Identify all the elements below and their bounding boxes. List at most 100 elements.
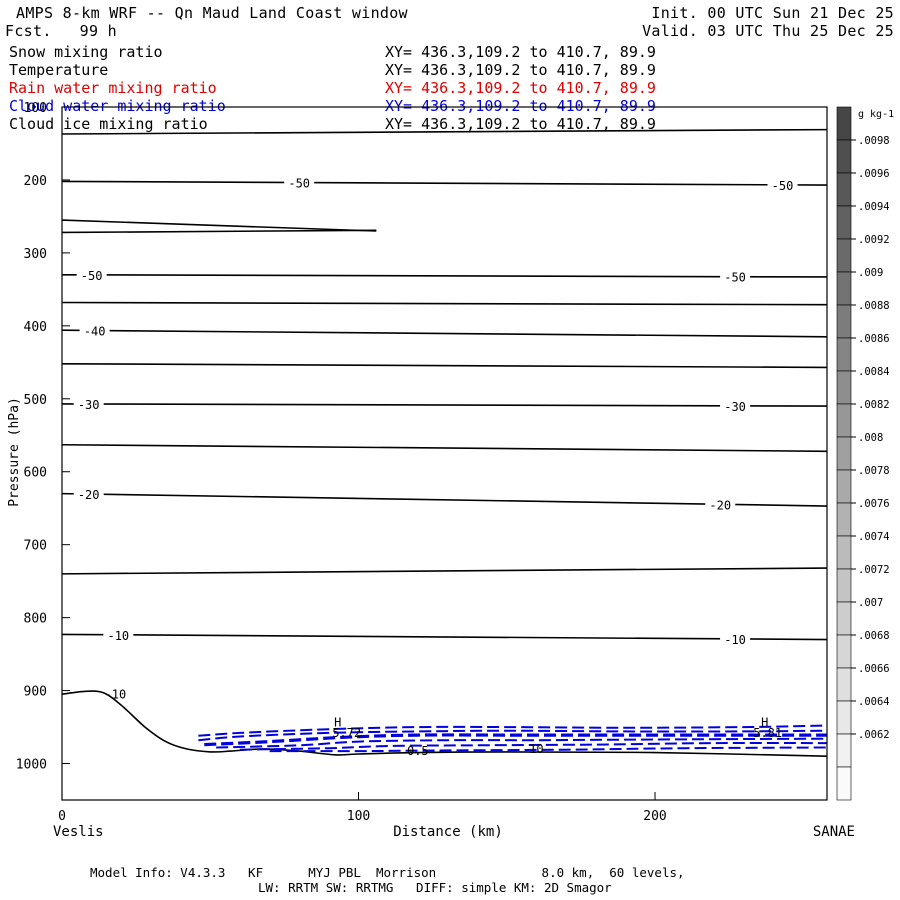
isotherm-label-bg-10-1 <box>705 497 736 512</box>
colorbar-tick-label-5: .0088 <box>858 300 890 312</box>
colorbar-swatch-11 <box>836 469 852 504</box>
colorbar-unit-base: g kg-1 <box>858 109 894 120</box>
isotherm-label-1-1: -50 <box>772 179 794 193</box>
isotherm-label-bg-4-1 <box>720 269 751 284</box>
legend-xy-snow: XY= 436.3,109.2 to 410.7, 89.9 <box>385 43 656 61</box>
isotherm-label-bg-8-0 <box>73 396 104 411</box>
colorbar-swatch-10 <box>836 436 852 471</box>
init-time: Init. 00 UTC Sun 21 Dec 25 <box>651 4 894 22</box>
cloud-water-contour-5 <box>269 746 828 753</box>
colorbar-tick-label-3: .0092 <box>858 234 890 246</box>
isotherm-line-8 <box>61 403 828 407</box>
colorbar-tick-label-15: .0068 <box>858 630 890 642</box>
colorbar-swatch-8 <box>836 370 852 405</box>
colorbar-swatch-14 <box>836 568 852 603</box>
cloud-water-contour-3 <box>216 737 828 749</box>
cloud-water-contour-1 <box>198 729 828 742</box>
colorbar-swatch-16 <box>836 634 852 669</box>
isotherm-label-bg-10-0 <box>73 487 104 502</box>
colorbar-tick-label-8: .0082 <box>858 399 890 411</box>
isotherm-label-10-1: -20 <box>709 498 731 512</box>
isotherm-label-1-0: -50 <box>288 177 310 191</box>
y-tick-label-5: 600 <box>24 466 47 481</box>
model-info-line2: LW: RRTM SW: RRTMG DIFF: simple KM: 2D S… <box>258 880 612 895</box>
colorbar-tick-label-12: .0074 <box>858 531 890 543</box>
colorbar-swatch-2 <box>836 172 852 207</box>
colorbar-swatch-7 <box>836 337 852 372</box>
colorbar-tick-label-6: .0086 <box>858 333 890 345</box>
colorbar-swatch-17 <box>836 667 852 702</box>
colorbar-tick-label-11: .0076 <box>858 498 890 510</box>
colorbar-swatch-0 <box>836 106 852 141</box>
y-tick-label-6: 700 <box>24 539 47 554</box>
colorbar-tick-label-0: .0098 <box>858 135 890 147</box>
colorbar-tick-label-7: .0084 <box>858 366 890 378</box>
cloud-water-label-1: 5.72 <box>332 726 361 740</box>
legend-xy-rain: XY= 436.3,109.2 to 410.7, 89.9 <box>385 79 656 97</box>
legend-xy-cloud-water: XY= 436.3,109.2 to 410.7, 89.9 <box>385 97 656 115</box>
isotherm-label-bg-12-1 <box>720 631 751 646</box>
isotherm-label-10-0: -20 <box>78 488 100 502</box>
colorbar-tick-label-9: .008 <box>858 432 883 444</box>
isotherm-label-8-0: -30 <box>78 398 100 412</box>
colorbar-swatch-20 <box>836 766 852 801</box>
x-tick-label-2: 200 <box>643 809 666 824</box>
colorbar-swatch-9 <box>836 403 852 438</box>
colorbar-tick-label-13: .0072 <box>858 564 890 576</box>
isotherm-line-10 <box>61 492 828 507</box>
terrain-label-0: -10 <box>105 687 127 701</box>
isotherm-line-7 <box>61 362 828 369</box>
colorbar-tick-label-2: .0094 <box>858 201 890 213</box>
colorbar-tick-label-18: .0062 <box>858 729 890 741</box>
isotherm-label-bg-8-1 <box>720 398 751 413</box>
colorbar-swatch-18 <box>836 700 852 735</box>
chart-title: AMPS 8-km WRF -- Qn Maud Land Coast wind… <box>16 4 408 22</box>
legend-xy-cloud-ice: XY= 436.3,109.2 to 410.7, 89.9 <box>385 115 656 133</box>
isotherm-label-bg-6-0 <box>79 323 110 338</box>
isotherm-line-6 <box>61 329 828 338</box>
colorbar-tick-label-1: .0096 <box>858 168 890 180</box>
y-tick-label-1: 200 <box>24 174 47 189</box>
isotherm-line-5 <box>61 301 828 306</box>
colorbar-swatch-3 <box>836 205 852 240</box>
isotherm-label-8-1: -30 <box>724 400 746 414</box>
plot-frame <box>61 106 828 801</box>
colorbar-tick-label-17: .0064 <box>858 696 890 708</box>
cloud-water-label-4: 0.5 <box>407 744 429 758</box>
isotherm-label-4-0: -50 <box>81 269 103 283</box>
legend-label-cloud-water: Cloud water mixing ratio <box>9 97 226 115</box>
legend-label-temperature: Temperature <box>9 61 109 79</box>
valid-time: Valid. 03 UTC Thu 25 Dec 25 <box>642 22 894 40</box>
legend-label-rain: Rain water mixing ratio <box>9 79 217 97</box>
cloud-water-label-5: 10 <box>529 742 543 756</box>
cloud-water-label-3: 5.81 <box>753 726 782 740</box>
y-tick-label-3: 400 <box>24 320 47 335</box>
isotherm-line-9 <box>61 443 828 453</box>
x-axis-title: Distance (km) <box>393 824 503 840</box>
cloud-water-contour-4 <box>239 742 828 751</box>
cloud-water-label-0: H <box>334 716 341 730</box>
colorbar-tick-label-14: .007 <box>858 597 883 609</box>
isotherm-line-12 <box>61 633 828 641</box>
x-end-label-right: SANAE <box>813 824 855 840</box>
legend-xy-temperature: XY= 436.3,109.2 to 410.7, 89.9 <box>385 61 656 79</box>
cloud-water-contour-2 <box>204 733 827 747</box>
isotherm-line-11 <box>61 567 828 575</box>
colorbar-swatch-12 <box>836 502 852 537</box>
colorbar-swatch-1 <box>836 139 852 174</box>
colorbar-tick-label-4: .009 <box>858 267 883 279</box>
isotherm-label-4-1: -50 <box>724 271 746 285</box>
colorbar-unit: g kg-1 <box>858 109 894 120</box>
y-tick-label-4: 500 <box>24 393 47 408</box>
colorbar-tick-label-16: .0066 <box>858 663 890 675</box>
isotherm-line-3 <box>61 229 377 234</box>
legend-label-cloud-ice: Cloud ice mixing ratio <box>9 115 208 133</box>
x-end-label-left: Veslis <box>53 824 104 840</box>
y-tick-label-8: 900 <box>24 685 47 700</box>
model-info-line1: Model Info: V4.3.3 KF MYJ PBL Morrison 8… <box>90 865 685 880</box>
y-axis-title: Pressure (hPa) <box>7 397 22 507</box>
isotherm-line-2 <box>61 219 377 232</box>
colorbar-swatch-13 <box>836 535 852 570</box>
y-tick-label-9: 1000 <box>16 758 47 773</box>
